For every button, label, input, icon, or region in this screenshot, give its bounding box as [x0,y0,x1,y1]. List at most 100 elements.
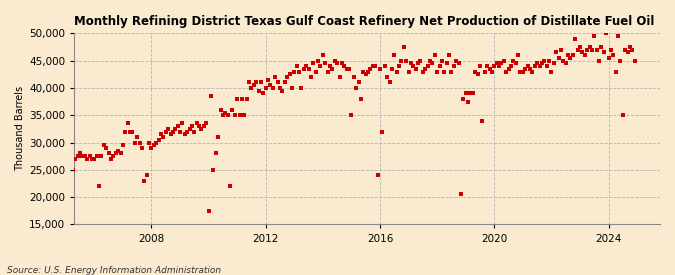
Point [232,97,242,101]
Point [113,148,124,153]
Point [72,154,83,158]
Point [75,151,86,156]
Point [358,69,369,74]
Point [211,151,221,156]
Point [60,141,71,146]
Point [261,86,271,90]
Point [472,72,483,76]
Point [265,83,276,87]
Point [296,86,307,90]
Point [317,53,328,57]
Point [220,110,231,115]
Point [522,64,533,68]
Point [587,48,597,52]
Point [65,160,76,164]
Point [408,64,418,68]
Point [579,53,590,57]
Point [475,64,485,68]
Point [389,53,400,57]
Point [396,59,407,63]
Point [68,168,78,172]
Point [99,143,109,147]
Point [270,75,281,79]
Point [379,64,390,68]
Point [560,61,571,65]
Point [429,53,440,57]
Point [365,67,376,71]
Point [382,75,393,79]
Point [484,67,495,71]
Point [520,67,531,71]
Point [86,157,97,161]
Point [554,56,564,60]
Point [342,67,352,71]
Point [527,69,538,74]
Point [222,113,233,117]
Point [144,140,155,145]
Point [537,61,547,65]
Point [227,108,238,112]
Point [543,59,554,63]
Point [532,61,543,65]
Point [470,69,481,74]
Point [182,130,192,134]
Point [551,50,562,55]
Point [572,48,583,52]
Point [417,69,428,74]
Point [272,80,283,85]
Point [186,124,197,128]
Point [127,130,138,134]
Point [387,67,398,71]
Point [115,151,126,156]
Point [80,154,90,158]
Point [148,143,159,147]
Point [563,53,574,57]
Point [599,50,610,55]
Point [63,140,74,145]
Point [198,124,209,128]
Point [367,64,378,68]
Point [487,69,497,74]
Point [458,97,468,101]
Point [230,113,240,117]
Point [277,89,288,93]
Point [548,61,559,65]
Point [541,64,552,68]
Point [136,146,147,150]
Point [565,56,576,60]
Point [308,61,319,65]
Point [423,64,433,68]
Point [394,64,404,68]
Point [77,154,88,158]
Point [89,157,100,161]
Point [370,64,381,68]
Point [375,67,385,71]
Point [292,64,302,68]
Point [177,121,188,126]
Point [151,140,161,145]
Point [613,34,624,38]
Point [213,135,223,139]
Point [189,130,200,134]
Point [618,113,628,117]
Point [398,45,409,49]
Point [627,48,638,52]
Point [103,151,114,156]
Point [346,113,357,117]
Point [134,140,145,145]
Point [437,59,448,63]
Point [577,50,588,55]
Point [170,127,181,131]
Point [493,64,504,68]
Point [462,99,473,104]
Point [608,53,619,57]
Point [94,184,105,188]
Point [253,89,264,93]
Point [251,80,262,85]
Point [301,64,312,68]
Point [515,69,526,74]
Point [294,69,304,74]
Point [489,64,500,68]
Point [556,48,566,52]
Point [443,53,454,57]
